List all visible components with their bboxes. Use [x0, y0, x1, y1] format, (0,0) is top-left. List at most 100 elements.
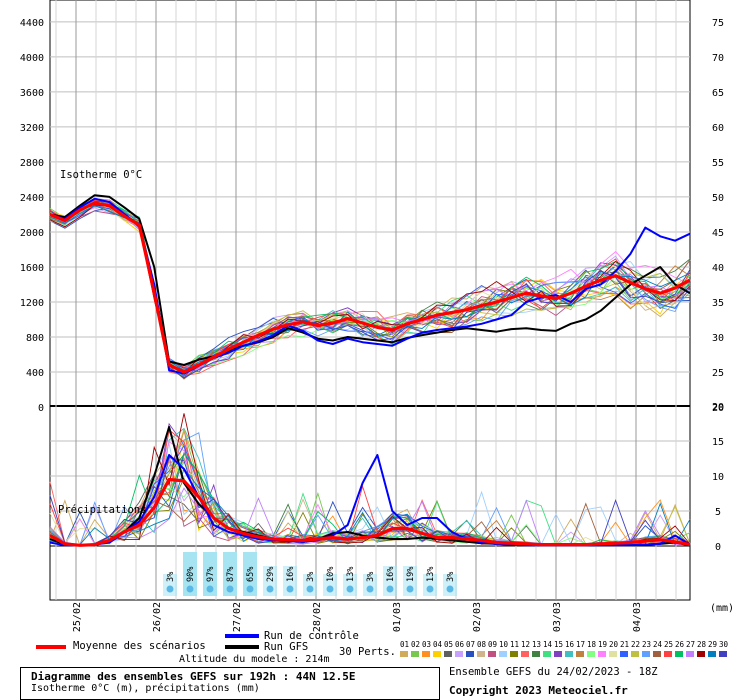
pert-swatch [620, 651, 628, 657]
pert-swatch [653, 651, 661, 657]
snowflake-icon [226, 585, 234, 593]
perturbation-line [49, 204, 691, 372]
pert-swatch [708, 651, 716, 657]
pert-swatch [433, 651, 441, 657]
perturbation-line [49, 204, 691, 374]
perturbation-line [49, 204, 691, 375]
pert-number: 04 [433, 640, 443, 649]
pert-number: 01 [400, 640, 410, 649]
altitude-label: Altitude du modele : 214m [179, 654, 330, 665]
snow-prob-label: 19% [406, 567, 416, 582]
left-tick-label: 2000 [20, 228, 44, 239]
right-tick-label: 5 [715, 507, 721, 518]
left-tick-label: 3200 [20, 123, 44, 134]
snowflake-icon [306, 585, 314, 593]
snow-prob-label: 3% [166, 572, 176, 582]
pert-number: 05 [444, 640, 454, 649]
snow-prob-bar [363, 574, 377, 596]
pert-swatch [411, 651, 419, 657]
right-tick-label: 10 [712, 472, 724, 483]
snow-prob-bar [163, 574, 177, 596]
perturbation-line [49, 199, 691, 376]
right-tick-label: 60 [712, 123, 724, 134]
right-tick-label: 20 [712, 403, 724, 414]
snow-prob-bar [403, 566, 417, 596]
snow-prob-label: 90% [186, 567, 196, 582]
snowflake-icon [286, 585, 294, 593]
left-tick-label: 1600 [20, 263, 44, 274]
snowflake-icon [266, 585, 274, 593]
pert-number: 21 [620, 640, 630, 649]
right-tick-label: 70 [712, 53, 724, 64]
snow-prob-label: 16% [386, 567, 396, 582]
left-tick-label: 4000 [20, 53, 44, 64]
pert-swatch [477, 651, 485, 657]
date-label: 02/03 [472, 602, 483, 632]
snowflake-icon [346, 585, 354, 593]
snow-prob-bar [303, 574, 317, 596]
pert-number: 25 [664, 640, 674, 649]
snow-prob-label: 16% [286, 567, 296, 582]
snow-prob-bar [383, 566, 397, 596]
snow-prob-bar [263, 566, 277, 596]
date-label: 01/03 [392, 602, 403, 632]
perturbation-line [49, 205, 691, 371]
right-tick-label: 30 [712, 333, 724, 344]
pert-number: 07 [466, 640, 476, 649]
snow-prob-label: 13% [426, 567, 436, 582]
pert-number: 22 [631, 640, 641, 649]
pert-swatch [554, 651, 562, 657]
isotherm-series-line [49, 194, 691, 366]
main-series-lines [49, 194, 691, 547]
date-label: 28/02 [312, 602, 323, 632]
pert-number: 15 [554, 640, 564, 649]
perturbation-line [49, 200, 691, 380]
pert-number: 08 [477, 640, 487, 649]
copyright: Copyright 2023 Meteociel.fr [449, 684, 628, 697]
snowflake-icon [446, 585, 454, 593]
footer-title: Diagramme des ensembles GEFS sur 192h : … [31, 670, 356, 683]
pert-swatch [565, 651, 573, 657]
perturbation-line [49, 203, 691, 372]
perturbation-line [49, 204, 691, 374]
pert-swatch [609, 651, 617, 657]
legend-mean-label: Moyenne des scénarios [73, 640, 206, 652]
pert-number: 12 [521, 640, 531, 649]
pert-number: 24 [653, 640, 663, 649]
pert-number: 28 [697, 640, 707, 649]
left-tick-label: 2400 [20, 193, 44, 204]
isotherm-grid [50, 0, 690, 406]
date-label: 03/03 [552, 602, 563, 632]
right-tick-label: 20 [712, 402, 724, 413]
legend-gfs-swatch [225, 645, 259, 649]
ensemble-date: Ensemble GEFS du 24/02/2023 - 18Z [449, 666, 658, 678]
pert-swatch [510, 651, 518, 657]
snowflake-icon [426, 585, 434, 593]
right-tick-label: 35 [712, 298, 724, 309]
isotherm-series-line [49, 197, 691, 375]
pert-swatch [532, 651, 540, 657]
perturbation-line [49, 210, 691, 369]
perturbation-line [49, 204, 691, 373]
date-label: 04/03 [632, 602, 643, 632]
pert-number: 30 [719, 640, 729, 649]
pert-number: 03 [422, 640, 432, 649]
snow-prob-bar [183, 552, 197, 596]
left-tick-label: 2800 [20, 158, 44, 169]
snow-prob-bar [283, 566, 297, 596]
snow-prob-label: 10% [326, 567, 336, 582]
pert-number: 10 [499, 640, 509, 649]
pert-swatch [719, 651, 727, 657]
pert-swatch [543, 651, 551, 657]
right-tick-label: 50 [712, 193, 724, 204]
perturbations-label: 30 Perts. [339, 646, 396, 658]
right-tick-label: 65 [712, 88, 724, 99]
pert-number: 29 [708, 640, 718, 649]
snow-prob-label: 3% [366, 572, 376, 582]
snow-prob-bar [323, 574, 337, 596]
left-tick-label: 400 [26, 368, 44, 379]
right-tick-label: 25 [712, 368, 724, 379]
right-tick-label: 40 [712, 263, 724, 274]
snow-prob-bar [423, 574, 437, 596]
